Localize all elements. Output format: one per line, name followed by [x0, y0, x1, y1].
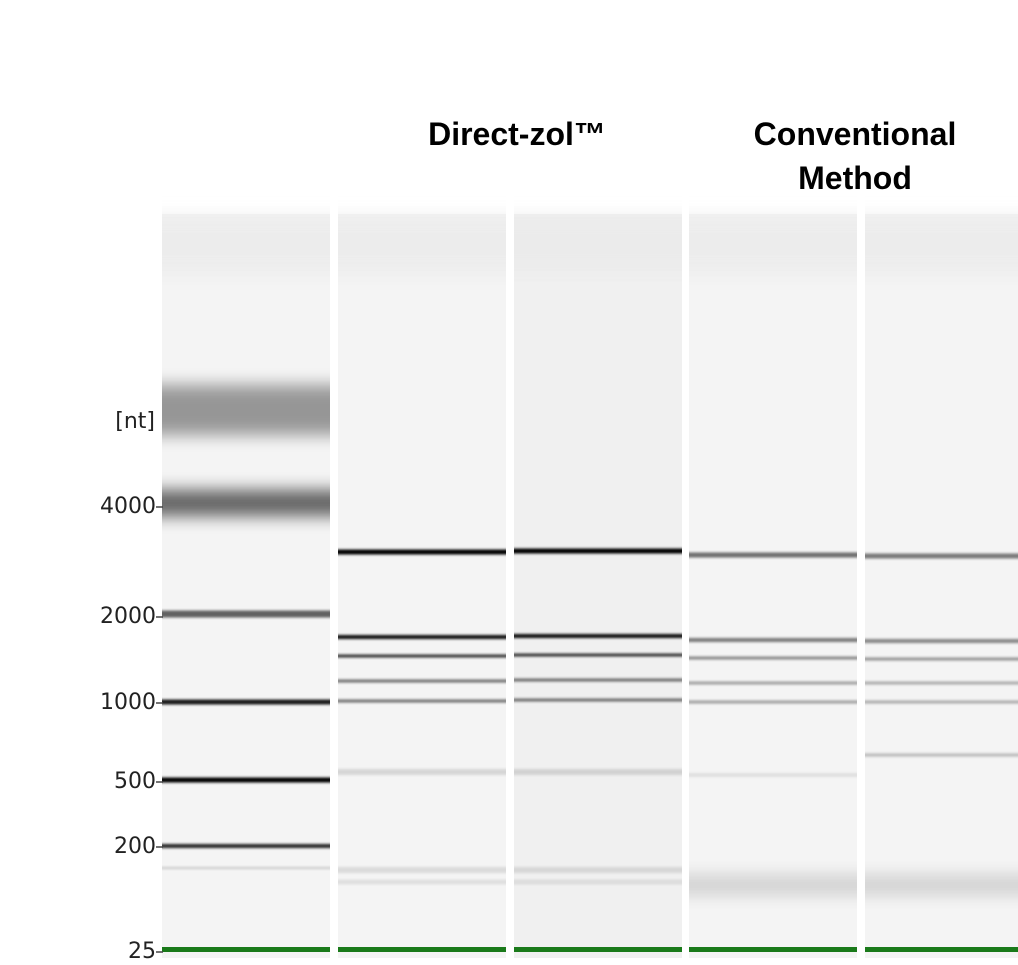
band: [162, 778, 330, 783]
lane-top-shade: [689, 214, 857, 274]
band: [338, 550, 506, 555]
band: [514, 679, 682, 682]
size-labels: [nt] 4000 2000 1000 500 200 25: [100, 409, 163, 964]
header-left: Direct-zol™: [428, 116, 606, 152]
lane: [338, 214, 506, 958]
marker-band: [338, 947, 506, 952]
lane-top-shade: [162, 214, 330, 274]
band: [162, 611, 330, 618]
band: [514, 634, 682, 638]
band: [865, 875, 1018, 895]
band: [689, 553, 857, 558]
page: Direct-zol™ Conventional Method [nt] 4000…: [0, 0, 1018, 965]
gel-figure: Direct-zol™ Conventional Method [nt] 4000…: [0, 0, 1018, 965]
lane-top-shade: [338, 214, 506, 274]
gel: [162, 214, 1018, 958]
band: [865, 701, 1018, 704]
band: [689, 701, 857, 704]
band: [514, 549, 682, 554]
band: [338, 655, 506, 658]
size-label: 500: [114, 769, 156, 794]
band: [338, 700, 506, 703]
lane: [689, 214, 857, 958]
band: [865, 682, 1018, 685]
band: [689, 773, 857, 777]
lane: [514, 214, 682, 958]
band: [162, 844, 330, 848]
band: [689, 638, 857, 642]
band: [162, 867, 330, 869]
band: [514, 880, 682, 885]
band: [689, 682, 857, 685]
band: [162, 385, 330, 435]
size-label: 2000: [100, 604, 156, 629]
size-label: 1000: [100, 690, 156, 715]
marker-band: [689, 947, 857, 952]
band: [162, 700, 330, 705]
lane: [865, 214, 1018, 958]
band: [865, 658, 1018, 661]
size-label: 200: [114, 834, 156, 859]
lane-top-shade: [865, 214, 1018, 274]
band: [162, 490, 330, 516]
band: [514, 654, 682, 657]
band: [514, 699, 682, 702]
lane-top-shade: [514, 214, 682, 274]
marker-band: [514, 947, 682, 952]
band: [689, 875, 857, 895]
band: [514, 769, 682, 775]
band: [865, 639, 1018, 643]
band: [514, 867, 682, 873]
size-label: 4000: [100, 494, 156, 519]
header-right-2: Method: [798, 160, 912, 196]
band: [338, 867, 506, 873]
marker-band: [865, 947, 1018, 952]
header-right-1: Conventional: [754, 116, 957, 152]
band: [338, 680, 506, 683]
band: [865, 754, 1018, 757]
size-label: 25: [128, 939, 156, 964]
marker-band: [162, 947, 330, 952]
band: [689, 657, 857, 660]
size-unit: [nt]: [115, 409, 155, 434]
band: [865, 554, 1018, 559]
band: [338, 880, 506, 885]
band: [338, 769, 506, 775]
band: [338, 635, 506, 639]
